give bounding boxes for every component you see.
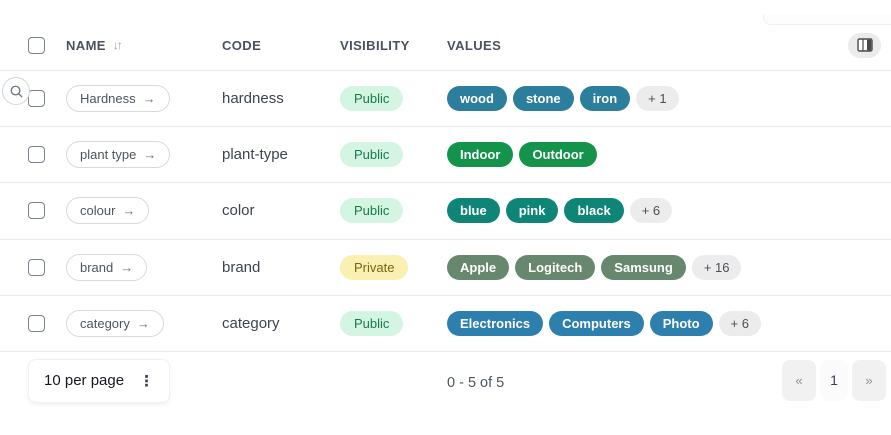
more-values-pill[interactable]: + 16 bbox=[691, 254, 742, 280]
value-pill: Logitech bbox=[515, 254, 596, 280]
row-checkbox[interactable] bbox=[28, 202, 45, 220]
table-row: brand → brand Private Apple Logitech Sam… bbox=[0, 240, 891, 296]
attribute-name-label: colour bbox=[80, 203, 116, 219]
next-page-button[interactable]: » bbox=[852, 359, 886, 401]
table-search-button[interactable] bbox=[2, 77, 30, 105]
sort-icon[interactable]: ↓↑ bbox=[112, 38, 123, 52]
value-pill: Samsung bbox=[601, 254, 686, 280]
attribute-code: category bbox=[222, 314, 280, 332]
row-checkbox[interactable] bbox=[28, 146, 45, 164]
arrow-right-icon: → bbox=[142, 91, 156, 107]
value-pill: stone bbox=[512, 86, 574, 112]
visibility-badge: Private bbox=[340, 254, 409, 280]
search-icon bbox=[10, 85, 22, 97]
attribute-name-label: brand bbox=[80, 259, 114, 275]
current-page[interactable]: 1 bbox=[820, 359, 848, 401]
column-header-visibility: VISIBILITY bbox=[340, 37, 410, 53]
attribute-code: brand bbox=[222, 258, 261, 276]
top-right-panel-edge bbox=[763, 14, 891, 25]
attribute-code: hardness bbox=[222, 90, 284, 108]
attribute-code: color bbox=[222, 202, 255, 220]
attribute-name-chip[interactable]: category → bbox=[66, 309, 164, 337]
column-header-code: CODE bbox=[222, 37, 262, 53]
value-pill: black bbox=[564, 198, 624, 224]
more-values-pill[interactable]: + 1 bbox=[636, 86, 679, 112]
results-range: 0 - 5 of 5 bbox=[447, 374, 505, 391]
select-all-checkbox[interactable] bbox=[28, 36, 45, 54]
arrow-right-icon: → bbox=[136, 315, 150, 331]
more-values-pill[interactable]: + 6 bbox=[718, 310, 761, 336]
visibility-badge: Public bbox=[340, 86, 404, 112]
value-pill: blue bbox=[447, 198, 500, 224]
visibility-badge: Public bbox=[340, 198, 404, 224]
row-checkbox[interactable] bbox=[28, 258, 45, 276]
value-pill: Photo bbox=[649, 310, 713, 336]
attribute-code: plant-type bbox=[222, 146, 288, 164]
arrow-right-icon: → bbox=[120, 259, 134, 275]
attribute-name-label: Hardness bbox=[80, 91, 136, 107]
column-header-values: VALUES bbox=[447, 37, 502, 53]
value-pill: iron bbox=[579, 86, 631, 112]
column-header-name[interactable]: NAME ↓↑ bbox=[66, 38, 222, 53]
per-page-label: 10 per page bbox=[44, 372, 125, 390]
value-pill: Electronics bbox=[447, 310, 544, 336]
value-pill: pink bbox=[505, 198, 559, 224]
values-cell: Electronics Computers Photo + 6 bbox=[447, 310, 837, 336]
pagination: « 1 » bbox=[782, 359, 886, 401]
kebab-menu-icon: ⋮ bbox=[139, 372, 155, 390]
value-pill: Apple bbox=[447, 254, 510, 280]
table-row: Hardness → hardness Public wood stone ir… bbox=[0, 71, 891, 128]
arrow-right-icon: → bbox=[143, 147, 157, 163]
table-header-row: NAME ↓↑ CODE VISIBILITY VALUES bbox=[0, 20, 891, 71]
table-row: colour → color Public blue pink black + … bbox=[0, 183, 891, 240]
values-cell: blue pink black + 6 bbox=[447, 198, 837, 224]
attribute-name-label: category bbox=[80, 315, 130, 331]
attribute-name-chip[interactable]: colour → bbox=[66, 197, 150, 225]
row-checkbox[interactable] bbox=[28, 314, 45, 332]
values-cell: wood stone iron + 1 bbox=[447, 86, 837, 112]
value-pill: Computers bbox=[549, 310, 644, 336]
column-header-name-label: NAME bbox=[66, 37, 106, 53]
values-cell: Apple Logitech Samsung + 16 bbox=[447, 254, 837, 280]
more-values-pill[interactable]: + 6 bbox=[629, 198, 673, 224]
visibility-badge: Public bbox=[340, 142, 404, 168]
attributes-table-page: NAME ↓↑ CODE VISIBILITY VALUES Hardness … bbox=[0, 14, 891, 435]
table-row: plant type → plant-type Public Indoor Ou… bbox=[0, 127, 891, 184]
row-checkbox[interactable] bbox=[28, 90, 45, 108]
value-pill: wood bbox=[447, 86, 507, 112]
attribute-name-chip[interactable]: Hardness → bbox=[66, 85, 170, 113]
visibility-badge: Public bbox=[340, 310, 404, 336]
column-settings-button[interactable] bbox=[848, 32, 881, 58]
attribute-name-chip[interactable]: brand → bbox=[66, 253, 148, 281]
per-page-dropdown[interactable]: 10 per page ⋮ bbox=[28, 358, 171, 403]
arrow-right-icon: → bbox=[122, 203, 136, 219]
attribute-name-chip[interactable]: plant type → bbox=[66, 141, 171, 169]
values-cell: Indoor Outdoor bbox=[447, 142, 837, 168]
attribute-name-label: plant type bbox=[80, 147, 137, 163]
table-footer: 10 per page ⋮ 0 - 5 of 5 « 1 » bbox=[0, 352, 891, 415]
value-pill: Indoor bbox=[447, 142, 514, 168]
prev-page-button[interactable]: « bbox=[782, 359, 816, 401]
table-row: category → category Public Electronics C… bbox=[0, 296, 891, 352]
table-columns-icon bbox=[856, 38, 873, 52]
value-pill: Outdoor bbox=[519, 142, 597, 168]
